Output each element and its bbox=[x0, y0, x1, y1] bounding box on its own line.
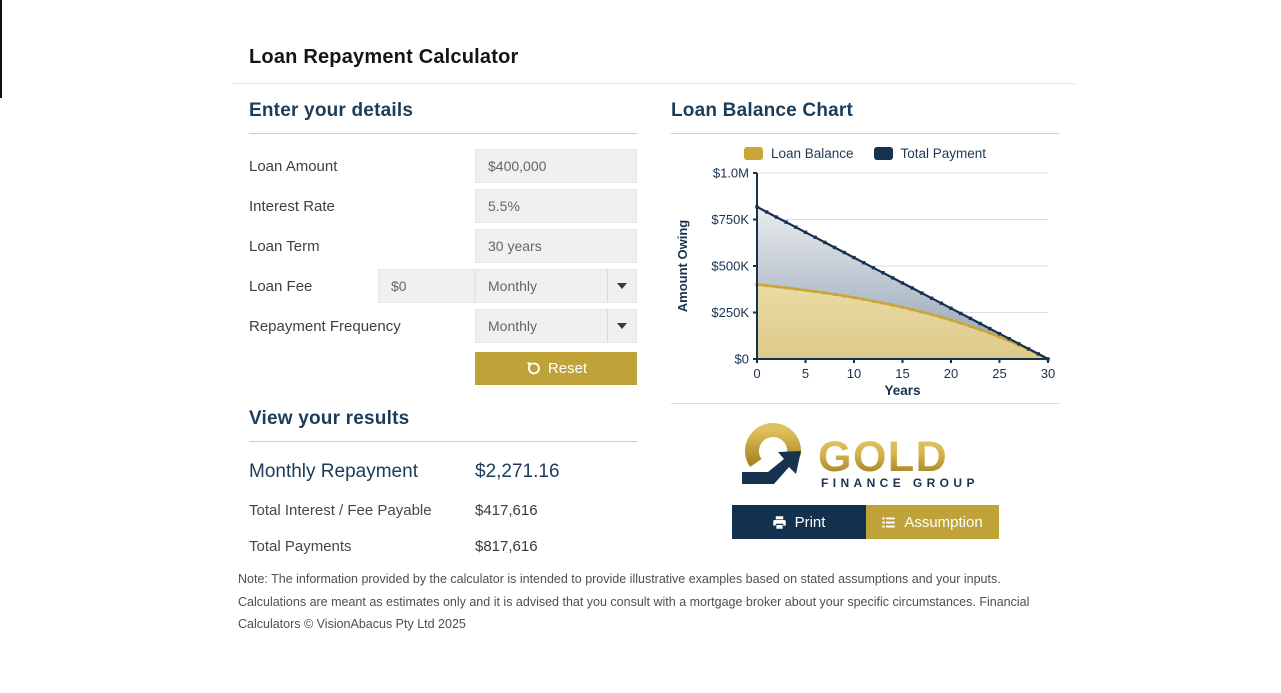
repayment-frequency-row: Repayment Frequency Monthly bbox=[249, 306, 637, 346]
svg-text:10: 10 bbox=[847, 366, 861, 381]
loan-balance-chart: $0 $250K $500K $750K $1.0M 0 5 10 15 20 25 30 Years A… bbox=[675, 166, 1055, 399]
chevron-down-icon bbox=[617, 323, 627, 329]
chart-heading: Loan Balance Chart bbox=[671, 100, 1059, 134]
logo-tagline-text: FINANCE GROUP bbox=[821, 476, 979, 490]
loan-term-label: Loan Term bbox=[249, 237, 320, 255]
result-row-total-payments: Total Payments $817,616 bbox=[249, 528, 637, 564]
chart-divider bbox=[671, 403, 1059, 404]
svg-text:0: 0 bbox=[753, 366, 760, 381]
details-heading: Enter your details bbox=[249, 100, 637, 134]
result-row-total-interest: Total Interest / Fee Payable $417,616 bbox=[249, 492, 637, 528]
interest-rate-label: Interest Rate bbox=[249, 197, 335, 215]
reset-icon bbox=[527, 361, 540, 375]
left-edge-mark bbox=[0, 0, 2, 98]
logo-brand-text: GOLD bbox=[818, 433, 948, 481]
svg-text:30: 30 bbox=[1041, 366, 1055, 381]
svg-text:$1.0M: $1.0M bbox=[713, 166, 749, 181]
result-row-monthly-repayment: Monthly Repayment $2,271.16 bbox=[249, 452, 637, 492]
chevron-down-icon bbox=[617, 283, 627, 289]
result-value: $417,616 bbox=[475, 501, 538, 519]
svg-text:Years: Years bbox=[884, 383, 920, 398]
repayment-frequency-value: Monthly bbox=[488, 318, 538, 334]
loan-fee-label: Loan Fee bbox=[249, 277, 313, 295]
details-form: Loan Amount Interest Rate Loan Term Loan… bbox=[249, 146, 637, 346]
reset-button[interactable]: Reset bbox=[475, 352, 637, 385]
repayment-frequency-select[interactable]: Monthly bbox=[475, 309, 637, 343]
result-label: Total Interest / Fee Payable bbox=[249, 501, 432, 519]
loan-amount-input[interactable] bbox=[475, 149, 637, 183]
g-mark-icon bbox=[742, 423, 802, 484]
repayment-frequency-arrow[interactable] bbox=[607, 310, 636, 342]
loan-balance-swatch bbox=[743, 147, 763, 160]
legend-item-total-payment[interactable]: Total Payment bbox=[873, 146, 987, 161]
disclaimer-note: Note: The information provided by the ca… bbox=[238, 572, 1030, 631]
loan-fee-row: Loan Fee Monthly bbox=[249, 266, 637, 306]
brand-logo: GOLD FINANCE GROUP bbox=[671, 421, 1059, 491]
result-value: $817,616 bbox=[475, 537, 538, 555]
results-list: Monthly Repayment $2,271.16 Total Intere… bbox=[249, 452, 637, 564]
repayment-frequency-label: Repayment Frequency bbox=[249, 317, 401, 335]
svg-text:$750K: $750K bbox=[711, 212, 749, 227]
chart-panel: Loan Balance Chart Loan Balance Total Pa… bbox=[671, 100, 1059, 539]
loan-amount-label: Loan Amount bbox=[249, 157, 338, 175]
svg-text:$500K: $500K bbox=[711, 259, 749, 274]
loan-fee-frequency-value: Monthly bbox=[488, 278, 538, 294]
assumption-button[interactable]: Assumption bbox=[865, 505, 999, 539]
loan-fee-frequency-arrow[interactable] bbox=[607, 270, 636, 302]
interest-rate-row: Interest Rate bbox=[249, 186, 637, 226]
legend-label: Loan Balance bbox=[770, 146, 854, 161]
legend-label: Total Payment bbox=[900, 146, 987, 161]
loan-fee-input[interactable] bbox=[378, 269, 475, 303]
action-buttons: Print Assumption bbox=[671, 505, 1059, 539]
details-panel: Enter your details Loan Amount Interest … bbox=[249, 100, 637, 564]
svg-text:$250K: $250K bbox=[711, 305, 749, 320]
interest-rate-input[interactable] bbox=[475, 189, 637, 223]
loan-term-row: Loan Term bbox=[249, 226, 637, 266]
loan-fee-frequency-select[interactable]: Monthly bbox=[475, 269, 637, 303]
printer-icon bbox=[772, 515, 786, 529]
chart-legend: Loan Balance Total Payment bbox=[671, 146, 1059, 161]
reset-button-label: Reset bbox=[547, 360, 588, 377]
loan-amount-row: Loan Amount bbox=[249, 146, 637, 186]
print-button[interactable]: Print bbox=[731, 505, 866, 539]
total-payment-swatch bbox=[873, 147, 893, 160]
result-value: $2,271.16 bbox=[475, 461, 560, 482]
list-icon bbox=[882, 517, 896, 527]
assumption-button-label: Assumption bbox=[904, 513, 983, 531]
svg-text:Amount Owing: Amount Owing bbox=[675, 220, 690, 312]
svg-text:20: 20 bbox=[944, 366, 958, 381]
loan-term-input[interactable] bbox=[475, 229, 637, 263]
title-divider bbox=[233, 83, 1075, 84]
result-label: Total Payments bbox=[249, 537, 352, 555]
results-heading: View your results bbox=[249, 408, 637, 442]
legend-item-loan-balance[interactable]: Loan Balance bbox=[743, 146, 854, 161]
svg-text:25: 25 bbox=[992, 366, 1006, 381]
svg-text:$0: $0 bbox=[735, 352, 749, 367]
page-title: Loan Repayment Calculator bbox=[249, 46, 519, 68]
print-button-label: Print bbox=[794, 513, 826, 531]
svg-text:15: 15 bbox=[895, 366, 909, 381]
result-label: Monthly Repayment bbox=[249, 461, 418, 482]
svg-text:5: 5 bbox=[802, 366, 809, 381]
gold-finance-group-logo: GOLD FINANCE GROUP bbox=[742, 423, 979, 490]
